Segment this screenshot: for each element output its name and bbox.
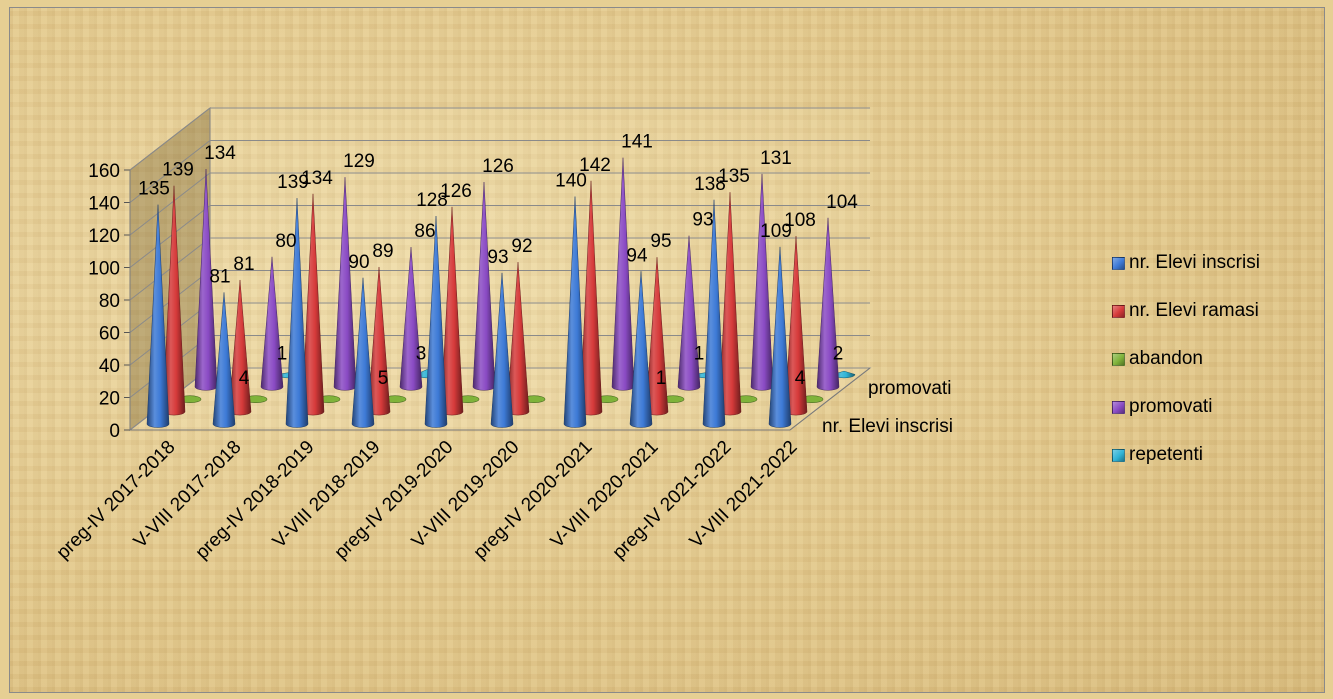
y-tick-label: 140 — [88, 194, 120, 215]
legend-label: repetenti — [1129, 444, 1203, 465]
depth-axis — [789, 367, 871, 431]
data-label: 1 — [656, 368, 667, 389]
cone — [399, 247, 423, 391]
data-label: 126 — [482, 156, 514, 177]
data-label: 108 — [784, 210, 816, 231]
data-label: 134 — [301, 168, 333, 189]
legend-item: abandon — [1112, 346, 1260, 372]
y-tick-label: 120 — [88, 226, 120, 247]
data-label: 80 — [275, 231, 296, 252]
data-label: 135 — [718, 166, 750, 187]
y-tick-label: 20 — [99, 389, 120, 410]
cone — [351, 277, 375, 428]
y-tick-label: 100 — [88, 259, 120, 280]
cone — [285, 198, 309, 428]
data-label: 141 — [621, 132, 653, 153]
gridline — [129, 140, 870, 203]
legend-label: abandon — [1129, 348, 1203, 369]
data-label: 138 — [694, 174, 726, 195]
data-label: 81 — [209, 266, 230, 287]
data-label: 94 — [626, 245, 648, 266]
data-label: 4 — [795, 368, 806, 389]
cone — [677, 235, 701, 391]
gridline — [129, 172, 870, 236]
cone — [146, 204, 170, 428]
y-tick-label: 80 — [99, 291, 120, 312]
legend-swatch — [1112, 352, 1125, 366]
gridline — [129, 107, 870, 171]
data-label: 104 — [826, 192, 858, 213]
data-label: 90 — [348, 252, 369, 273]
data-label: 3 — [416, 343, 427, 364]
data-label: 1 — [277, 343, 288, 364]
data-label: 109 — [760, 221, 792, 242]
data-label: 4 — [239, 368, 250, 389]
cone — [490, 272, 514, 428]
y-tick-label: 160 — [88, 161, 120, 182]
cone — [629, 271, 653, 428]
legend-swatch — [1112, 400, 1125, 414]
depth-axis-label: nr. Elevi inscrisi — [822, 416, 953, 437]
data-label: 142 — [579, 155, 611, 176]
data-label: 1 — [694, 343, 705, 364]
data-label: 139 — [162, 160, 194, 181]
legend-swatch — [1112, 448, 1125, 462]
y-tick-label: 60 — [99, 324, 120, 345]
data-label: 93 — [487, 247, 508, 268]
data-label: 140 — [555, 171, 587, 192]
depth-axis-label: promovati — [868, 378, 951, 399]
data-label: 5 — [378, 368, 389, 389]
cone — [212, 292, 236, 428]
data-label: 126 — [440, 181, 472, 202]
x-category-label: preg-IV 2017-2018 — [53, 437, 180, 564]
data-label: 95 — [650, 231, 671, 252]
data-label: 93 — [692, 210, 713, 231]
data-label: 129 — [343, 151, 375, 172]
legend-label: nr. Elevi inscrisi — [1129, 252, 1260, 273]
data-label: 135 — [138, 179, 170, 200]
legend-swatch — [1112, 304, 1125, 318]
data-label: 128 — [416, 190, 448, 211]
data-label: 81 — [233, 254, 254, 275]
y-tick-label: 40 — [99, 356, 120, 377]
legend-item: nr. Elevi ramasi — [1112, 298, 1260, 324]
cone — [563, 196, 587, 428]
cone — [702, 199, 726, 428]
data-label: 139 — [277, 172, 309, 193]
data-label: 131 — [760, 148, 792, 169]
legend-item: nr. Elevi inscrisi — [1112, 250, 1260, 276]
legend-label: nr. Elevi ramasi — [1129, 300, 1259, 321]
data-label: 2 — [833, 343, 844, 364]
data-label: 92 — [511, 236, 532, 257]
data-label: 86 — [414, 221, 435, 242]
legend-item: promovati — [1112, 394, 1260, 420]
data-label: 134 — [204, 143, 236, 164]
legend-label: promovati — [1129, 396, 1213, 417]
data-label: 89 — [372, 241, 393, 262]
legend-swatch — [1112, 256, 1125, 270]
legend-item: repetenti — [1112, 442, 1260, 468]
legend: nr. Elevi inscrisi nr. Elevi ramasi abando… — [1112, 250, 1260, 490]
cone — [816, 217, 840, 391]
y-tick-label: 0 — [109, 421, 120, 442]
cone — [424, 215, 448, 428]
cone — [768, 246, 792, 428]
cone — [260, 256, 284, 391]
